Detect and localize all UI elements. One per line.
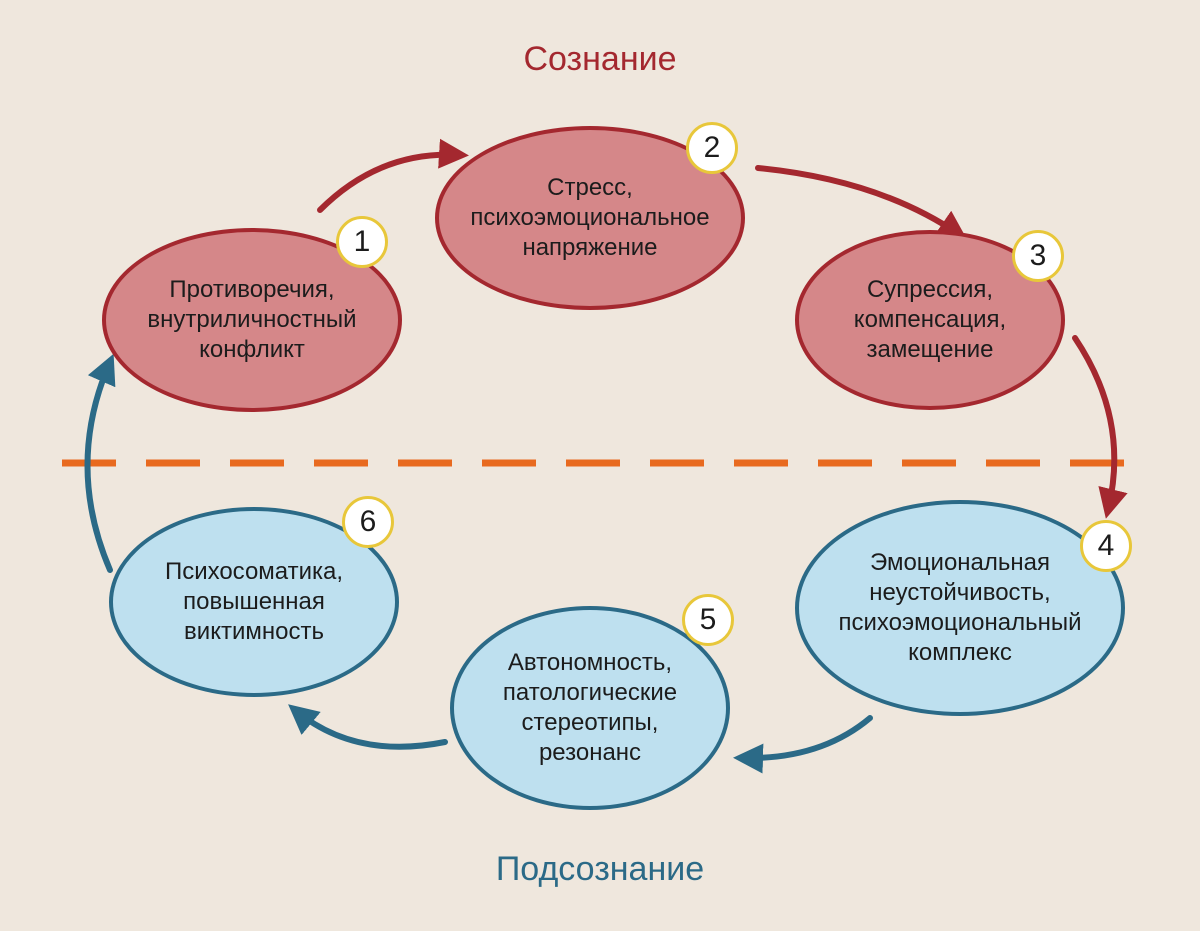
node-5-badge: 5 — [682, 594, 734, 646]
node-4-label: Эмоциональная неустойчивость, психоэмоци… — [838, 548, 1081, 668]
node-2-label: Стресс, психоэмоциональное напряжение — [470, 173, 709, 263]
arrow-3-to-4 — [1075, 338, 1114, 510]
node-5-label: Автономность, патологические стереотипы,… — [503, 648, 677, 768]
node-6-label: Психосоматика, повышенная виктимность — [165, 557, 343, 647]
node-1-label: Противоречия, внутриличностный конфликт — [147, 275, 356, 365]
node-6-badge: 6 — [342, 496, 394, 548]
node-4-badge: 4 — [1080, 520, 1132, 572]
node-2-badge: 2 — [686, 122, 738, 174]
node-4: Эмоциональная неустойчивость, психоэмоци… — [795, 500, 1125, 716]
arrow-5-to-6 — [295, 710, 445, 747]
node-1-badge: 1 — [336, 216, 388, 268]
node-3-badge: 3 — [1012, 230, 1064, 282]
node-3-label: Супрессия, компенсация, замещение — [854, 275, 1006, 365]
arrow-4-to-5 — [742, 718, 870, 758]
arrow-2-to-3 — [758, 168, 960, 235]
